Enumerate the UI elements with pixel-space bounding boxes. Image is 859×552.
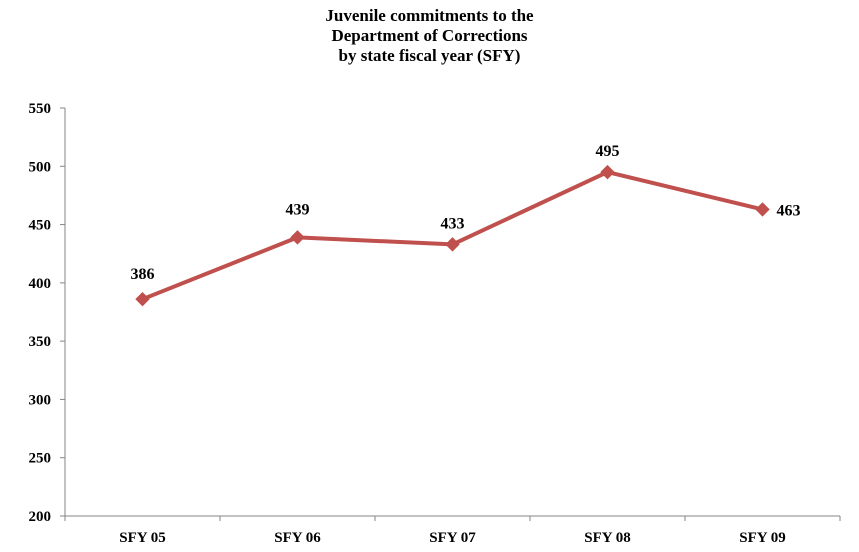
data-labels: 386 439 433 495 463 [131, 143, 801, 283]
chart-title-line-2: Department of Corrections [331, 26, 528, 45]
axes [64, 108, 840, 517]
series-line [141, 170, 763, 302]
y-tick-label: 350 [29, 334, 52, 350]
data-point-marker [445, 237, 460, 252]
x-axis-ticks: SFY 05 SFY 06 SFY 07 SFY 08 SFY 09 [64, 516, 841, 546]
data-label: 386 [131, 266, 155, 283]
x-tick-label: SFY 06 [274, 530, 321, 546]
data-label: 495 [596, 143, 620, 160]
data-label: 463 [777, 202, 801, 219]
x-tick-label: SFY 09 [739, 530, 786, 546]
y-tick-label: 300 [29, 392, 52, 408]
data-point-marker [135, 291, 150, 307]
x-tick-label: SFY 07 [429, 530, 476, 546]
y-tick-label: 550 [29, 101, 52, 117]
chart-title-line-3: by state fiscal year (SFY) [338, 46, 521, 65]
data-point-marker [290, 230, 305, 245]
x-tick-label: SFY 05 [119, 530, 166, 546]
y-tick-label: 500 [29, 159, 52, 175]
data-point-marker [600, 164, 615, 180]
chart-title: Juvenile commitments to the Department o… [0, 6, 859, 66]
data-point-marker [755, 202, 770, 217]
y-tick-label: 450 [29, 218, 52, 234]
x-tick-label: SFY 08 [584, 530, 631, 546]
y-tick-label: 400 [29, 276, 52, 292]
y-tick-label: 250 [29, 451, 52, 467]
y-axis-ticks: 200 250 300 350 400 450 500 550 [29, 101, 65, 525]
chart-title-line-1: Juvenile commitments to the [325, 6, 534, 25]
data-label: 439 [286, 201, 310, 218]
series-group [135, 164, 770, 307]
data-label: 433 [441, 215, 465, 232]
y-tick-label: 200 [29, 509, 52, 525]
